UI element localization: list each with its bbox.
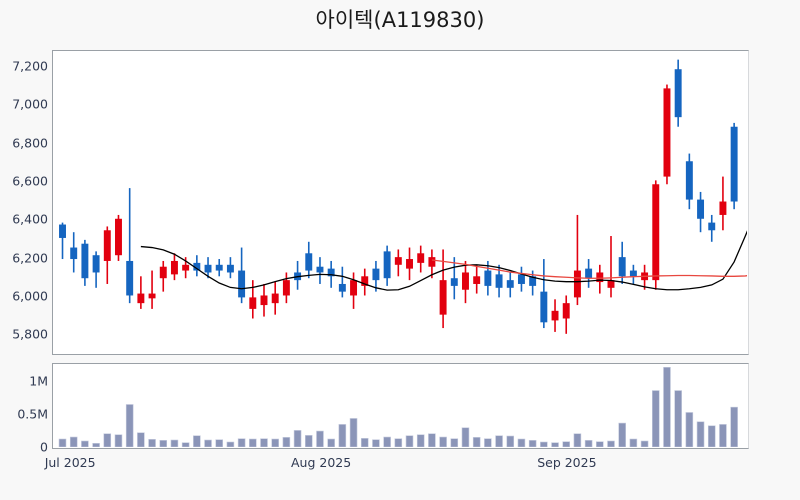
- price-chart-panel[interactable]: [52, 50, 749, 355]
- volume-y-axis: 1M 0.5M 0: [0, 363, 48, 455]
- volume-chart-panel[interactable]: [52, 363, 749, 449]
- volume-y-tick: 0.5M: [17, 406, 48, 422]
- price-chart-svg: [59, 59, 747, 334]
- x-axis-tick: Aug 2025: [291, 455, 352, 470]
- price-y-tick: 6,800: [12, 135, 48, 150]
- x-axis-tick: Jul 2025: [44, 455, 96, 470]
- price-y-tick: 6,600: [12, 173, 48, 189]
- price-y-tick: 7,000: [12, 96, 48, 112]
- volume-y-tick: 0: [40, 439, 48, 455]
- price-y-tick: 7,200: [12, 58, 48, 74]
- volume-chart-svg: [58, 367, 738, 447]
- price-y-tick: 6,400: [12, 211, 48, 227]
- price-y-axis: 7,200 7,000 6,800 6,600 6,400 6,200 6,000 5,800: [0, 50, 48, 355]
- price-y-tick: 5,800: [12, 326, 48, 342]
- price-y-tick: 6,000: [12, 288, 48, 304]
- x-axis-tick: Sep 2025: [537, 455, 597, 470]
- price-y-tick: 6,200: [12, 250, 48, 265]
- volume-y-tick: 1M: [29, 373, 48, 389]
- page-title: 아이텍(A119830): [315, 8, 485, 32]
